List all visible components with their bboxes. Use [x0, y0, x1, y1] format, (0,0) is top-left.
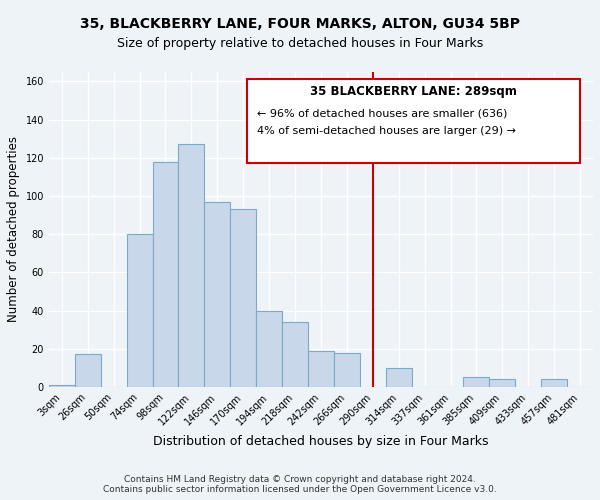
- Bar: [386, 368, 412, 387]
- Text: Contains public sector information licensed under the Open Government Licence v3: Contains public sector information licen…: [103, 485, 497, 494]
- Bar: [282, 322, 308, 387]
- X-axis label: Distribution of detached houses by size in Four Marks: Distribution of detached houses by size …: [153, 435, 489, 448]
- Bar: [308, 350, 334, 387]
- Bar: [490, 380, 515, 387]
- Y-axis label: Number of detached properties: Number of detached properties: [7, 136, 20, 322]
- Bar: [256, 310, 282, 387]
- Bar: [75, 354, 101, 387]
- Text: 35 BLACKBERRY LANE: 289sqm: 35 BLACKBERRY LANE: 289sqm: [310, 86, 517, 98]
- Bar: [205, 202, 230, 387]
- Bar: [334, 352, 360, 387]
- Bar: [463, 378, 490, 387]
- Bar: [178, 144, 205, 387]
- Bar: [49, 385, 75, 387]
- Bar: [541, 380, 567, 387]
- Bar: [230, 210, 256, 387]
- Text: Contains HM Land Registry data © Crown copyright and database right 2024.: Contains HM Land Registry data © Crown c…: [124, 475, 476, 484]
- Text: 4% of semi-detached houses are larger (29) →: 4% of semi-detached houses are larger (2…: [257, 126, 517, 136]
- Text: ← 96% of detached houses are smaller (636): ← 96% of detached houses are smaller (63…: [257, 109, 508, 119]
- Text: 35, BLACKBERRY LANE, FOUR MARKS, ALTON, GU34 5BP: 35, BLACKBERRY LANE, FOUR MARKS, ALTON, …: [80, 18, 520, 32]
- Bar: [152, 162, 178, 387]
- Bar: [127, 234, 152, 387]
- Text: Size of property relative to detached houses in Four Marks: Size of property relative to detached ho…: [117, 38, 483, 51]
